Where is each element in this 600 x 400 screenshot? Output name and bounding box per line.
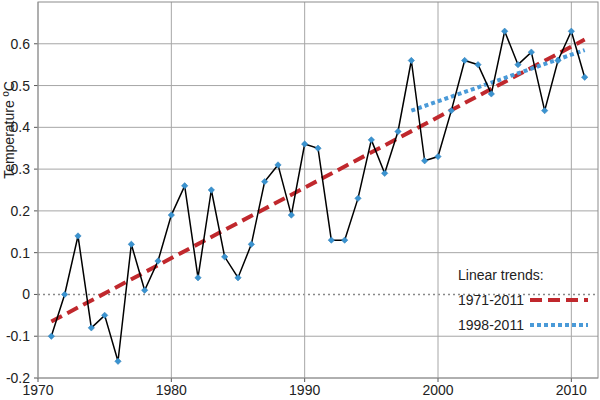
marker [355,195,361,201]
y-tick-label: -0.1 [6,328,30,344]
marker [88,325,94,331]
marker [475,61,481,67]
x-grid-line [171,2,172,378]
marker [115,358,121,364]
marker [261,178,267,184]
y-axis-label: Temperature ºC [1,81,17,179]
y-grid-line [38,336,598,337]
marker [488,91,494,97]
legend-swatch [530,323,588,327]
x-tick-label: 2010 [556,382,587,398]
y-tick [34,378,38,379]
y-grid-line [38,210,598,211]
marker [128,241,134,247]
marker [541,107,547,113]
x-grid-line [438,2,439,378]
legend: Linear trends: 1971-2011 1998-2011 [458,267,588,333]
marker [568,28,574,34]
y-tick [34,127,38,128]
marker [461,57,467,63]
marker [368,137,374,143]
y-grid-line [38,169,598,170]
data-line [51,31,584,361]
marker [275,162,281,168]
y-tick-label: 0.2 [11,203,31,219]
legend-swatch [530,298,588,302]
marker [61,291,67,297]
marker [181,183,187,189]
y-grid-line [38,85,598,86]
marker [168,212,174,218]
legend-label: 1971-2011 [458,292,524,308]
y-tick-label: 0 [22,286,30,302]
marker [75,233,81,239]
marker [315,145,321,151]
y-grid-line [38,252,598,253]
chart: -0.2-0.100.10.20.30.40.50.61970198019902… [0,0,600,400]
x-tick-label: 1970 [22,382,53,398]
marker [141,287,147,293]
y-tick [34,336,38,337]
marker [48,333,54,339]
marker [528,49,534,55]
y-tick-label: 0.6 [11,36,31,52]
x-tick-label: 1980 [156,382,187,398]
x-grid-line [571,2,572,378]
marker [395,128,401,134]
trend-line [51,40,584,322]
y-tick [34,85,38,86]
x-tick-label: 1990 [289,382,320,398]
marker [435,153,441,159]
data-group [48,28,588,364]
plot-background [38,2,598,378]
marker [221,254,227,260]
legend-title: Linear trends: [458,267,544,283]
grid [34,2,598,382]
marker [408,57,414,63]
marker [208,187,214,193]
marker [515,61,521,67]
marker [248,241,254,247]
marker [101,312,107,318]
marker [448,107,454,113]
y-tick-label: 0.1 [11,245,31,261]
marker [235,275,241,281]
y-grid-line [38,43,598,44]
plot-frame [38,2,598,378]
y-tick [34,252,38,253]
legend-label: 1998-2011 [458,317,524,333]
y-tick [34,294,38,295]
x-tick-label: 2000 [422,382,453,398]
marker [301,141,307,147]
marker [195,275,201,281]
marker [155,258,161,264]
y-tick [34,169,38,170]
marker [381,170,387,176]
y-grid-line [38,127,598,128]
marker [328,237,334,243]
marker [581,74,587,80]
marker [555,57,561,63]
marker [288,212,294,218]
x-grid-line [304,2,305,378]
marker [421,158,427,164]
y-tick [34,43,38,44]
y-tick [34,210,38,211]
marker [341,237,347,243]
marker [501,28,507,34]
